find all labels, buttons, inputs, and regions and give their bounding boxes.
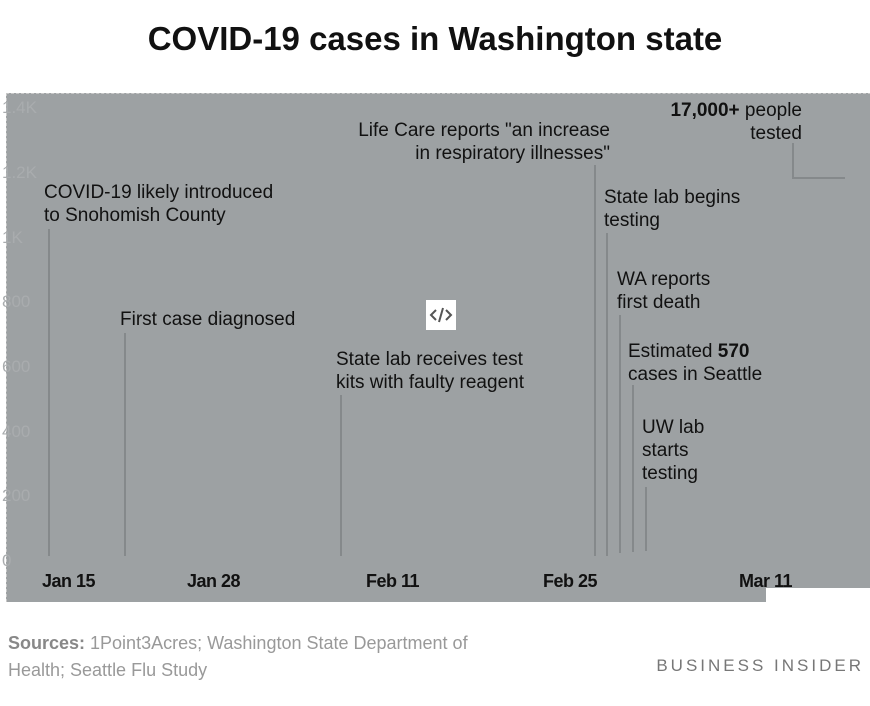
annotation-line: State lab receives test (336, 349, 523, 370)
annotation-line: tested (750, 123, 802, 144)
y-tick-label: 1K (2, 227, 23, 247)
annotation-first-death: WA reports first death (617, 268, 710, 314)
tested-leader-horizontal (792, 177, 845, 179)
annotation-tested: 17,000+ people tested (666, 99, 802, 145)
code-embed-icon[interactable] (426, 300, 456, 330)
event-marker-line (124, 333, 126, 556)
code-embed-glyph-icon (429, 307, 453, 323)
y-tick-label: 400 (2, 421, 31, 441)
event-marker-line (606, 233, 608, 556)
sources: Sources: 1Point3Acres; Washington State … (8, 630, 468, 684)
annotation-uw-lab: UW lab starts testing (642, 416, 704, 485)
event-marker-line (632, 385, 634, 552)
annotation-line: kits with faulty reagent (336, 372, 524, 393)
y-tick-label: 800 (2, 292, 31, 312)
annotation-seattle: Estimated 570 cases in Seattle (628, 340, 762, 386)
chart-title: COVID-19 cases in Washington state (147, 20, 723, 57)
y-tick-label: 600 (2, 356, 31, 376)
x-tick-label: Feb 25 (543, 571, 598, 591)
annotation-line: UW lab (642, 417, 705, 438)
x-tick-label: Mar 11 (739, 571, 793, 591)
event-marker-line (340, 395, 342, 556)
annotation-line: COVID-19 likely introduced (44, 182, 274, 203)
annotation-life-care: Life Care reports "an increase in respira… (345, 119, 610, 165)
y-tick-label: 200 (2, 486, 31, 506)
annotation-introduced: COVID-19 likely introduced to Snohomish C… (44, 181, 273, 227)
brand-logo: BUSINESS INSIDER (656, 656, 864, 675)
annotation-line: starts (642, 440, 689, 461)
y-tick-label: 0 (2, 551, 12, 570)
annotation-state-lab: State lab begins testing (604, 186, 740, 232)
annotation-line: WA reports (617, 269, 711, 290)
annotation-line: Life Care reports "an increase (358, 120, 610, 141)
plot-area (6, 93, 870, 602)
y-tick-label: 1.4K (2, 98, 37, 118)
plot-notch (766, 588, 870, 602)
tested-leader-vertical (792, 143, 794, 178)
annotation-line: in respiratory illnesses" (415, 143, 610, 164)
annotation-text: people (739, 100, 802, 121)
x-tick-label: Jan 15 (42, 571, 96, 591)
event-marker-line (48, 229, 50, 556)
x-tick-label: Feb 11 (366, 571, 420, 591)
sources-label: Sources: (8, 633, 86, 653)
sources-text: Health; Seattle Flu Study (8, 660, 208, 680)
event-marker-line (594, 165, 596, 556)
sources-text: 1Point3Acres; Washington State Departmen… (85, 633, 468, 653)
y-tick-label: 1.2K (2, 162, 37, 182)
annotation-line: testing (604, 210, 660, 231)
annotation-text: Estimated (628, 341, 718, 362)
annotation-line: cases in Seattle (628, 364, 763, 385)
annotation-bold: 17,000+ (670, 100, 740, 121)
annotation-faulty-kits: State lab receives test kits with faulty … (336, 348, 524, 394)
annotation-line: testing (642, 463, 698, 484)
annotation-bold: 570 (717, 341, 750, 362)
event-marker-line (645, 487, 647, 551)
annotation-line: State lab begins (604, 187, 741, 208)
annotation-line: first death (617, 292, 701, 313)
annotation-line: to Snohomish County (44, 205, 226, 226)
event-marker-line (619, 315, 621, 553)
x-tick-label: Jan 28 (187, 571, 241, 591)
annotation-first-case: First case diagnosed (120, 309, 296, 330)
